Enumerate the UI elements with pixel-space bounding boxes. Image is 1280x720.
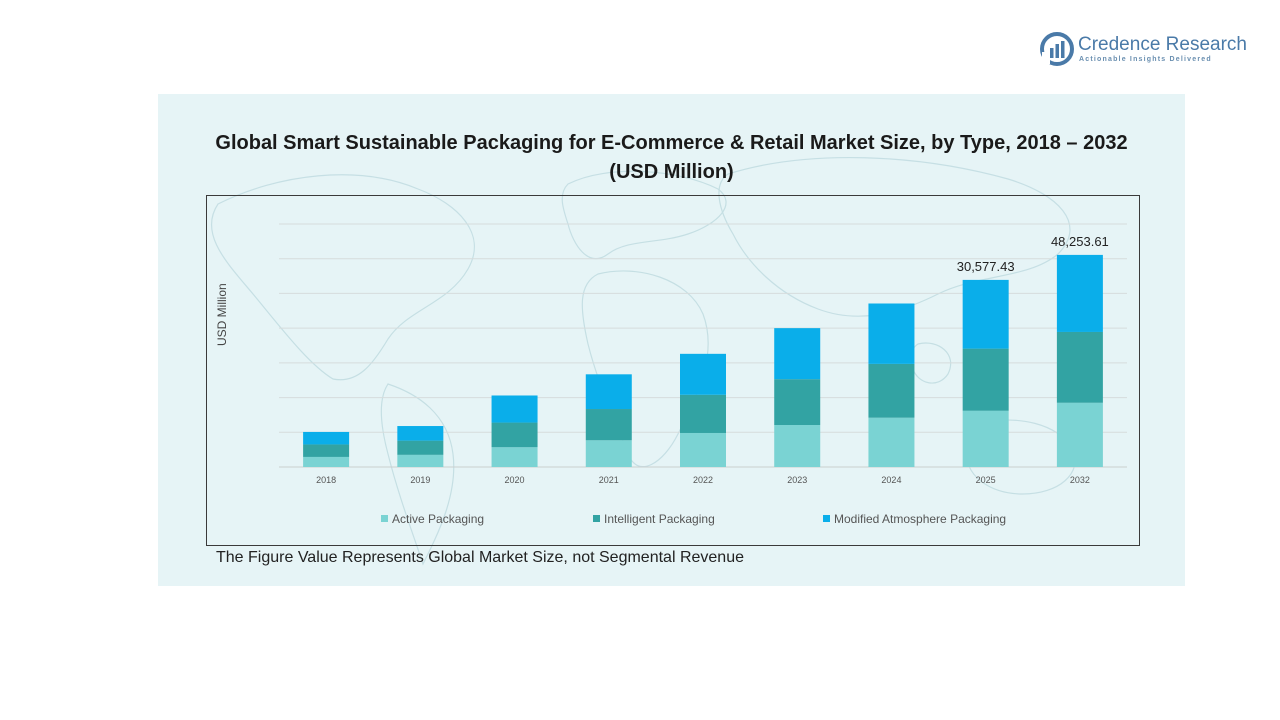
bar-intelligent-packaging-2023 [774,379,821,425]
legend: Active Packaging Intelligent Packaging Mod… [207,512,1139,532]
legend-label: Intelligent Packaging [604,512,715,526]
bar-active-packaging-2032 [1056,402,1103,467]
x-tick-label-2019: 2019 [410,475,430,485]
legend-swatch [823,515,830,522]
bar-modified-atmosphere-packaging-2020 [491,395,538,423]
chart-title-line1: Global Smart Sustainable Packaging for E… [215,132,1128,154]
x-tick-label-2018: 2018 [316,475,336,485]
bar-intelligent-packaging-2025 [962,348,1009,411]
bar-intelligent-packaging-2024 [868,363,915,418]
legend-item-modified-atmosphere-packaging: Modified Atmosphere Packaging [823,512,1006,526]
x-tick-label-2023: 2023 [787,475,807,485]
bar-modified-atmosphere-packaging-2023 [774,328,821,380]
chart-area: 2018 2019 2020 2021 2022 2023 2024 2025 30,577.4… [206,195,1140,546]
legend-label: Modified Atmosphere Packaging [834,512,1007,526]
x-tick-label-2032: 2032 [1070,475,1090,485]
bar-intelligent-packaging-2019 [397,440,444,455]
bar-modified-atmosphere-packaging-2018 [303,431,350,445]
x-tick-label-2021: 2021 [599,475,619,485]
bar-active-packaging-2021 [585,440,632,467]
bar-modified-atmosphere-packaging-2021 [585,374,632,410]
bar-active-packaging-2019 [397,454,444,467]
legend-swatch [593,515,600,522]
x-tick-label-2024: 2024 [881,475,901,485]
data-label-2032: 48,253.61 [1051,234,1109,249]
legend-item-active-packaging: Active Packaging [381,512,484,526]
bar-modified-atmosphere-packaging-2022 [680,353,726,395]
bar-intelligent-packaging-2021 [585,409,632,441]
bar-active-packaging-2024 [868,417,915,467]
legend-label: Active Packaging [392,512,485,526]
bar-active-packaging-2018 [303,456,350,467]
x-tick-label-2025: 2025 [976,475,996,485]
plot-area: 2018 2019 2020 2021 2022 2023 2024 2025 30,577.4… [279,223,1127,485]
bar-intelligent-packaging-2020 [491,422,538,448]
bar-active-packaging-2023 [774,424,821,467]
footnote: The Figure Value Represents Global Marke… [216,549,744,566]
bar-modified-atmosphere-packaging-2019 [397,426,444,441]
logo-tagline: Actionable Insights Delivered [1079,56,1212,63]
bar-modified-atmosphere-packaging-2024 [868,303,915,364]
chart-panel: Global Smart Sustainable Packaging for E… [158,94,1185,586]
logo-name: Credence Research [1078,34,1247,55]
bar-modified-atmosphere-packaging-2032 [1056,254,1103,332]
chart-title-line2: (USD Million) [609,161,734,183]
credence-research-logo: Credence Research Actionable Insights De… [1040,30,1255,70]
legend-item-intelligent-packaging: Intelligent Packaging [593,512,715,526]
x-tick-label-2020: 2020 [505,475,525,485]
bar-active-packaging-2025 [962,410,1009,467]
data-label-2025: 30,577.43 [957,259,1015,274]
bar-intelligent-packaging-2018 [303,444,350,457]
bar-active-packaging-2022 [680,432,726,467]
y-axis-label: USD Million [215,283,229,346]
logo-mark-icon [1040,32,1074,66]
x-tick-label-2022: 2022 [693,475,713,485]
bar-active-packaging-2020 [491,447,538,467]
bar-intelligent-packaging-2022 [680,394,726,433]
bar-intelligent-packaging-2032 [1056,331,1103,403]
chart-title: Global Smart Sustainable Packaging for E… [158,129,1185,187]
legend-swatch [381,515,388,522]
bar-modified-atmosphere-packaging-2025 [962,279,1009,349]
